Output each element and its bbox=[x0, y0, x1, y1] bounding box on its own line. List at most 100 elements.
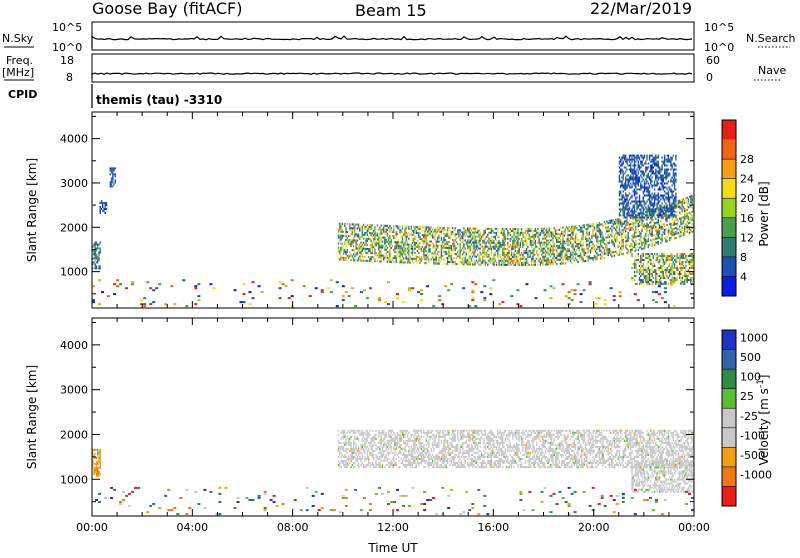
echo-cell bbox=[344, 450, 345, 452]
echo-cell bbox=[101, 208, 102, 210]
echo-cell bbox=[367, 228, 368, 230]
echo-cell bbox=[377, 260, 378, 262]
echo-cell bbox=[347, 432, 348, 434]
echo-cell bbox=[656, 207, 657, 209]
echo-cell bbox=[620, 251, 621, 253]
echo-cell bbox=[406, 228, 407, 230]
echo-cell bbox=[343, 446, 344, 448]
echo-cell bbox=[386, 227, 387, 229]
echo-cell bbox=[655, 175, 656, 177]
echo-cell bbox=[452, 227, 453, 229]
echo-cell bbox=[679, 236, 680, 238]
echo-cell bbox=[517, 250, 518, 252]
echo-cell bbox=[521, 258, 522, 260]
echo-cell bbox=[353, 239, 354, 241]
echo-cell bbox=[638, 207, 639, 209]
echo-cell bbox=[676, 225, 677, 227]
echo-cell bbox=[365, 446, 366, 448]
echo-cell bbox=[646, 159, 647, 161]
echo-cell bbox=[678, 202, 679, 204]
echo-cell bbox=[589, 281, 592, 283]
echo-cell bbox=[529, 236, 530, 238]
echo-cell bbox=[635, 171, 636, 173]
echo-cell bbox=[97, 461, 98, 463]
echo-cell bbox=[645, 189, 646, 191]
echo-cell bbox=[648, 234, 649, 236]
echo-cell bbox=[436, 257, 437, 259]
echo-cell bbox=[408, 252, 409, 254]
echo-cell bbox=[359, 228, 360, 230]
echo-cell bbox=[635, 161, 636, 163]
echo-cell bbox=[432, 243, 433, 245]
echo-cell bbox=[623, 171, 624, 173]
echo-cell bbox=[387, 241, 388, 243]
echo-cell bbox=[111, 183, 112, 185]
echo-cell bbox=[641, 171, 642, 173]
echo-cell bbox=[669, 159, 670, 161]
echo-cell bbox=[562, 239, 563, 241]
echo-cell bbox=[456, 253, 457, 255]
echo-cell bbox=[648, 191, 649, 193]
echo-cell bbox=[676, 229, 677, 231]
echo-cell bbox=[383, 444, 384, 446]
echo-cell bbox=[656, 214, 657, 216]
echo-cell bbox=[655, 269, 656, 271]
echo-cell bbox=[582, 232, 583, 234]
echo-cell bbox=[562, 241, 563, 243]
echo-cell bbox=[424, 250, 425, 252]
echo-cell bbox=[358, 430, 359, 432]
echo-cell bbox=[541, 242, 542, 244]
echo-cell bbox=[396, 241, 397, 243]
echo-cell bbox=[339, 241, 340, 243]
echo-cell bbox=[666, 169, 667, 171]
echo-cell bbox=[488, 260, 489, 262]
echo-cell bbox=[673, 155, 674, 157]
echo-cell bbox=[386, 436, 387, 438]
echo-cell bbox=[421, 256, 422, 258]
echo-cell bbox=[424, 228, 425, 230]
freq-panel-frame bbox=[92, 54, 694, 82]
echo-cell bbox=[620, 161, 621, 163]
echo-cell bbox=[592, 225, 593, 227]
echo-cell bbox=[655, 271, 656, 273]
echo-cell bbox=[467, 228, 468, 230]
echo-cell bbox=[679, 271, 680, 273]
echo-cell bbox=[372, 250, 373, 252]
echo-cell bbox=[406, 258, 407, 260]
echo-cell bbox=[534, 242, 535, 244]
echo-cell bbox=[456, 263, 457, 265]
echo-cell bbox=[629, 199, 630, 201]
echo-cell bbox=[589, 246, 590, 248]
echo-cell bbox=[636, 214, 637, 216]
echo-cell bbox=[427, 232, 428, 234]
echo-cell bbox=[586, 246, 587, 248]
echo-cell bbox=[614, 221, 615, 223]
echo-cell bbox=[526, 260, 527, 262]
echo-cell bbox=[97, 463, 98, 465]
echo-cell bbox=[671, 277, 672, 279]
echo-cell bbox=[604, 257, 605, 259]
echo-cell bbox=[581, 255, 582, 257]
echo-cell bbox=[462, 253, 463, 255]
echo-cell bbox=[586, 238, 587, 240]
echo-cell bbox=[349, 225, 350, 227]
echo-cell bbox=[648, 193, 649, 195]
echo-cell bbox=[472, 250, 473, 252]
echo-cell bbox=[556, 241, 557, 243]
echo-cell bbox=[389, 257, 390, 259]
echo-cell bbox=[580, 255, 581, 257]
echo-cell bbox=[625, 177, 626, 179]
echo-cell bbox=[443, 263, 444, 265]
echo-cell bbox=[348, 458, 349, 460]
echo-cell bbox=[234, 289, 237, 291]
echo-cell bbox=[367, 438, 368, 440]
echo-cell bbox=[609, 220, 610, 222]
echo-cell bbox=[441, 237, 442, 239]
echo-cell bbox=[98, 303, 101, 305]
echo-cell bbox=[418, 242, 419, 244]
echo-cell bbox=[112, 177, 113, 179]
echo-cell bbox=[679, 218, 680, 220]
echo-cell bbox=[436, 233, 437, 235]
echo-cell bbox=[658, 157, 659, 159]
echo-cell bbox=[517, 236, 518, 238]
